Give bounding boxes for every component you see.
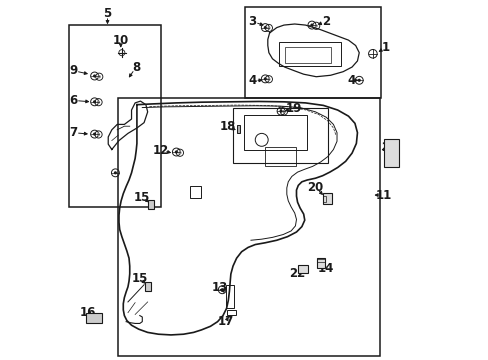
Text: 10: 10 bbox=[112, 33, 129, 47]
Text: 2: 2 bbox=[322, 15, 330, 28]
Text: 9: 9 bbox=[69, 64, 77, 77]
Bar bbox=[69, 25, 161, 207]
Circle shape bbox=[93, 100, 96, 103]
Bar bbox=[297, 265, 308, 273]
Bar bbox=[265, 147, 295, 166]
Text: 13: 13 bbox=[212, 281, 228, 294]
Circle shape bbox=[357, 79, 360, 82]
Bar bbox=[244, 7, 380, 98]
Text: 4: 4 bbox=[346, 74, 355, 87]
Circle shape bbox=[267, 26, 270, 30]
Text: 14: 14 bbox=[317, 262, 334, 275]
Bar bbox=[322, 196, 325, 202]
Circle shape bbox=[282, 110, 285, 113]
Text: 21: 21 bbox=[381, 140, 397, 153]
Bar bbox=[148, 200, 154, 209]
Bar bbox=[383, 139, 398, 167]
Circle shape bbox=[263, 26, 266, 29]
Text: 22: 22 bbox=[289, 267, 305, 280]
Bar bbox=[316, 259, 324, 262]
Circle shape bbox=[97, 100, 100, 104]
Text: 15: 15 bbox=[131, 272, 148, 285]
Text: 19: 19 bbox=[285, 103, 302, 116]
Text: 5: 5 bbox=[103, 7, 111, 20]
Circle shape bbox=[220, 288, 224, 291]
Circle shape bbox=[93, 132, 96, 136]
Circle shape bbox=[97, 133, 100, 136]
Circle shape bbox=[314, 24, 317, 27]
Bar bbox=[278, 42, 341, 66]
Text: 12: 12 bbox=[153, 144, 169, 157]
Text: 3: 3 bbox=[248, 15, 256, 28]
Circle shape bbox=[98, 75, 101, 78]
Circle shape bbox=[310, 23, 313, 27]
Text: 4: 4 bbox=[248, 74, 256, 87]
Text: 1: 1 bbox=[381, 41, 389, 54]
Circle shape bbox=[267, 78, 270, 81]
Bar bbox=[316, 258, 324, 268]
Bar bbox=[284, 46, 330, 63]
Circle shape bbox=[114, 171, 117, 174]
Bar bbox=[144, 282, 150, 291]
Text: 20: 20 bbox=[307, 181, 323, 194]
Text: 16: 16 bbox=[79, 306, 96, 319]
Bar bbox=[118, 98, 379, 356]
Bar bbox=[190, 186, 201, 198]
Bar bbox=[226, 310, 235, 315]
Bar bbox=[322, 193, 331, 204]
Circle shape bbox=[93, 75, 96, 78]
Circle shape bbox=[279, 109, 282, 113]
Circle shape bbox=[174, 150, 178, 154]
Text: 6: 6 bbox=[69, 94, 77, 107]
Text: 11: 11 bbox=[375, 189, 391, 202]
Text: 17: 17 bbox=[217, 315, 233, 328]
Text: 7: 7 bbox=[69, 126, 77, 139]
Text: 8: 8 bbox=[132, 60, 140, 73]
Text: 18: 18 bbox=[220, 121, 236, 134]
Circle shape bbox=[178, 151, 181, 154]
Text: 15: 15 bbox=[134, 191, 150, 204]
Bar bbox=[86, 313, 102, 323]
Bar bbox=[244, 115, 306, 150]
Bar bbox=[225, 285, 233, 308]
Circle shape bbox=[263, 77, 266, 80]
Bar bbox=[236, 126, 240, 134]
Bar bbox=[233, 108, 327, 163]
